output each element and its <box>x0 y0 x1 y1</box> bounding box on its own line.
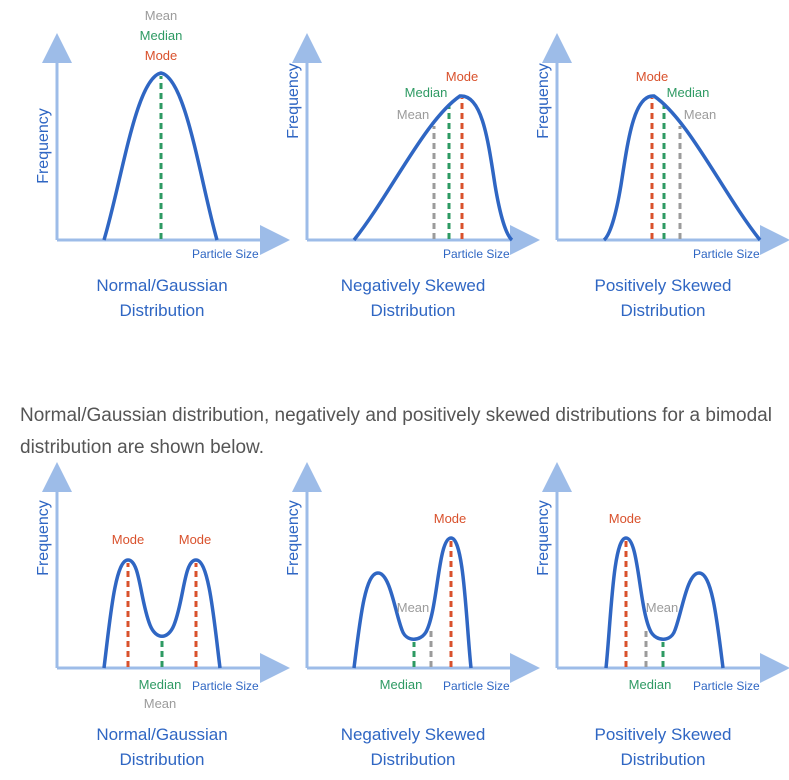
distribution-curve <box>602 94 762 242</box>
caption-line-1: Negatively Skewed <box>341 725 486 744</box>
caption-line-2: Distribution <box>620 301 705 320</box>
panel-positive-bimodal: Frequency Particle Size Mode Mean Median… <box>535 462 789 769</box>
y-axis-label: Frequency <box>285 63 302 139</box>
y-axis-label: Frequency <box>535 500 552 576</box>
distribution-curve <box>352 536 473 669</box>
median-label: Median <box>139 677 182 692</box>
caption-line-2: Distribution <box>620 750 705 769</box>
mode-label: Mode <box>446 69 479 84</box>
caption-line-1: Positively Skewed <box>594 276 731 295</box>
y-axis-label: Frequency <box>35 108 52 184</box>
panel-normal-unimodal: Frequency Particle Size Mean Median Mode… <box>35 8 290 320</box>
x-axis-label: Particle Size <box>693 679 760 693</box>
caption-line-2: Distribution <box>119 750 204 769</box>
axes <box>42 33 290 255</box>
panel-negative-bimodal: Frequency Particle Size Mode Mean Median… <box>285 462 540 769</box>
x-axis-label: Particle Size <box>192 679 259 693</box>
mode-label: Mode <box>636 69 669 84</box>
caption-line-1: Negatively Skewed <box>341 276 486 295</box>
median-label: Median <box>380 677 423 692</box>
x-axis-label: Particle Size <box>693 247 760 261</box>
mean-label: Mean <box>397 600 430 615</box>
panel-positive-unimodal: Frequency Particle Size Mode Median Mean… <box>535 33 789 320</box>
mean-label: Mean <box>397 107 430 122</box>
mean-label: Mean <box>684 107 717 122</box>
description-paragraph: Normal/Gaussian distribution, negatively… <box>20 405 772 458</box>
y-axis-label: Frequency <box>285 500 302 576</box>
mode-label: Mode <box>609 511 642 526</box>
mean-label: Mean <box>144 696 177 711</box>
axes <box>542 462 789 683</box>
median-label: Median <box>629 677 672 692</box>
caption-line-1: Normal/Gaussian <box>96 725 227 744</box>
mode-label-right: Mode <box>179 532 212 547</box>
caption-line-1: Normal/Gaussian <box>96 276 227 295</box>
mode-label-left: Mode <box>112 532 145 547</box>
distribution-curve <box>102 558 222 669</box>
panel-normal-bimodal: Frequency Particle Size Mode Mode Median… <box>35 462 290 769</box>
panel-negative-unimodal: Frequency Particle Size Mode Median Mean… <box>285 33 540 320</box>
caption-line-2: Distribution <box>370 301 455 320</box>
caption-line-1: Positively Skewed <box>594 725 731 744</box>
x-axis-label: Particle Size <box>192 247 259 261</box>
axes <box>292 33 540 255</box>
distribution-curve <box>102 71 219 241</box>
mean-label: Mean <box>646 600 679 615</box>
caption-line-2: Distribution <box>370 750 455 769</box>
axes <box>292 462 540 683</box>
mode-label: Mode <box>145 48 178 63</box>
mode-label: Mode <box>434 511 467 526</box>
mean-label: Mean <box>145 8 178 23</box>
y-axis-label: Frequency <box>35 500 52 576</box>
median-label: Median <box>667 85 710 100</box>
x-axis-label: Particle Size <box>443 679 510 693</box>
x-axis-label: Particle Size <box>443 247 510 261</box>
axes <box>42 462 290 683</box>
distribution-curve <box>604 536 725 669</box>
median-label: Median <box>140 28 183 43</box>
y-axis-label: Frequency <box>535 63 552 139</box>
distribution-curve <box>352 94 514 242</box>
axes <box>542 33 789 255</box>
median-label: Median <box>405 85 448 100</box>
caption-line-2: Distribution <box>119 301 204 320</box>
